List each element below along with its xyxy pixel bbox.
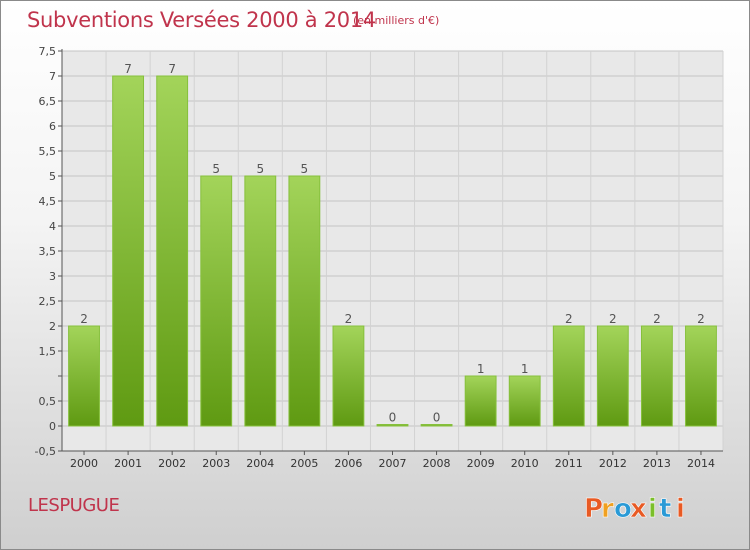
bar-2014: [685, 325, 717, 427]
y-tick-label: 2: [49, 320, 56, 333]
y-tick-label: 7: [49, 70, 56, 83]
bar-2005: [288, 175, 321, 427]
bar-2003: [200, 175, 233, 427]
y-tick-label: 3: [49, 270, 56, 283]
y-tick-label: 3,5: [39, 245, 57, 258]
y-tick-label: 6: [49, 120, 56, 133]
logo-letter: x: [630, 494, 647, 524]
chart-title: Subventions Versées 2000 à 2014: [27, 8, 376, 32]
unit-note: (en milliers d'€): [353, 14, 440, 27]
x-tick-label-2009: 2009: [467, 457, 495, 470]
value-label-2009: 1: [477, 362, 485, 376]
logo-letter: r: [601, 494, 614, 524]
proxiti-logo: Pr ox i t i: [584, 494, 685, 525]
bar-2012: [596, 325, 629, 427]
logo-letter: i: [676, 494, 685, 524]
bar-2000: [68, 325, 100, 427]
value-label-2002: 7: [168, 62, 176, 76]
bar-2007: [376, 424, 409, 427]
bar-2002: [156, 75, 189, 427]
value-label-2004: 5: [256, 162, 264, 176]
logo-letter: t: [659, 494, 671, 524]
x-tick-label-2006: 2006: [334, 457, 362, 470]
value-label-2005: 5: [301, 162, 309, 176]
logo-letter: i: [648, 494, 657, 524]
y-tick-label: 4: [49, 220, 56, 233]
bar-2010: [508, 375, 541, 427]
bar-2008: [420, 424, 453, 427]
x-tick-label-2008: 2008: [423, 457, 451, 470]
bar-2009: [464, 375, 497, 427]
x-tick-label-2001: 2001: [114, 457, 142, 470]
town-name: LESPUGUE: [28, 495, 120, 516]
y-tick-label: 0,5: [39, 395, 57, 408]
y-tick-label: 5: [49, 170, 56, 183]
value-label-2012: 2: [609, 312, 617, 326]
value-label-2006: 2: [345, 312, 353, 326]
y-tick-label: 7,5: [39, 45, 57, 58]
y-tick-label: 6,5: [39, 95, 57, 108]
x-tick-label-2000: 2000: [70, 457, 98, 470]
x-tick-label-2003: 2003: [202, 457, 230, 470]
logo-letter: P: [584, 494, 603, 524]
value-label-2014: 2: [697, 312, 705, 326]
value-label-2000: 2: [80, 312, 88, 326]
bar-2006: [332, 325, 365, 427]
value-label-2007: 0: [389, 411, 397, 425]
y-tick-label: 1,5: [39, 345, 57, 358]
y-tick-label: 2,5: [39, 295, 57, 308]
x-tick-label-2004: 2004: [246, 457, 274, 470]
y-tick-label: -0,5: [35, 445, 56, 458]
value-label-2003: 5: [212, 162, 220, 176]
x-tick-label-2007: 2007: [379, 457, 407, 470]
bar-2013: [640, 325, 673, 427]
y-tick-label: 0: [49, 420, 56, 433]
value-label-2013: 2: [653, 312, 661, 326]
x-tick-label-2005: 2005: [290, 457, 318, 470]
x-tick-label-2011: 2011: [555, 457, 583, 470]
x-tick-label-2012: 2012: [599, 457, 627, 470]
x-tick-label-2014: 2014: [687, 457, 715, 470]
value-label-2008: 0: [433, 411, 441, 425]
x-tick-label-2013: 2013: [643, 457, 671, 470]
value-label-2001: 7: [124, 62, 132, 76]
logo-letter: o: [614, 494, 632, 524]
value-label-2011: 2: [565, 312, 573, 326]
value-label-2010: 1: [521, 362, 529, 376]
x-tick-label-2010: 2010: [511, 457, 539, 470]
x-tick-label-2002: 2002: [158, 457, 186, 470]
bar-2011: [552, 325, 585, 427]
bar-2004: [244, 175, 277, 427]
y-tick-label: 5,5: [39, 145, 57, 158]
y-tick-label: 4,5: [39, 195, 57, 208]
bar-2001: [112, 75, 145, 427]
